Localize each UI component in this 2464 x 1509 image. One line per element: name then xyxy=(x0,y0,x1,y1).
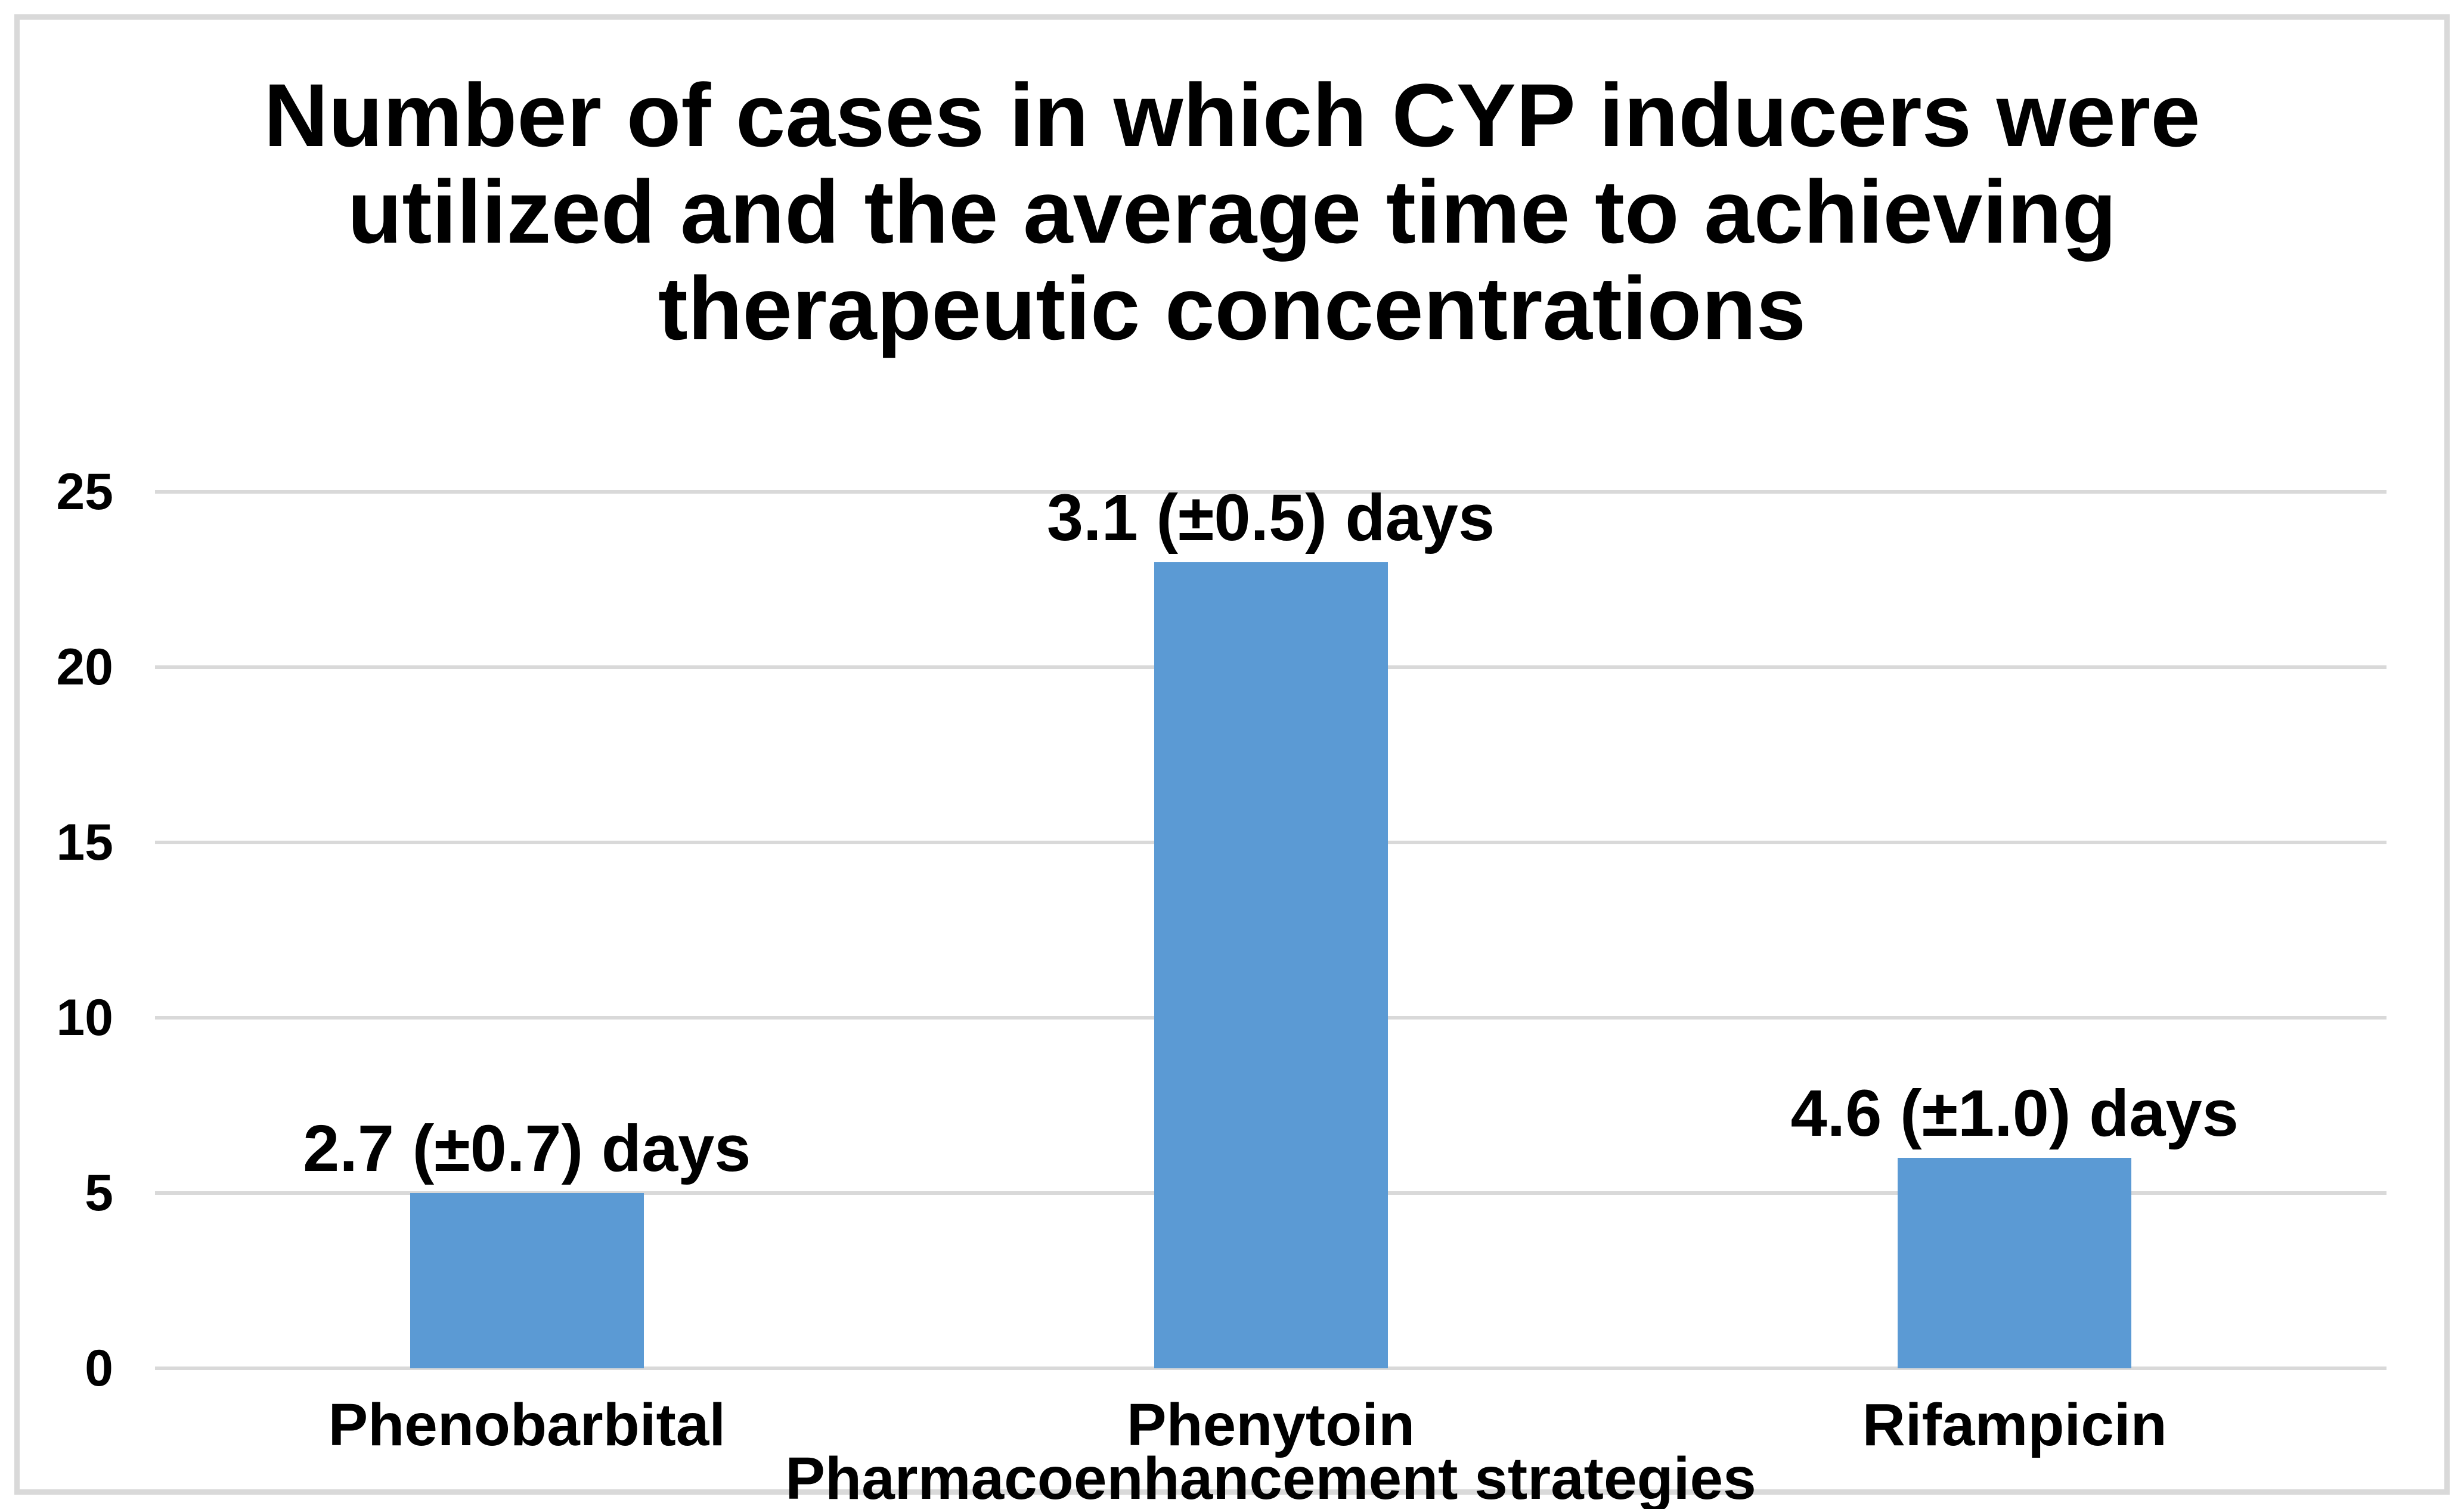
x-axis-title: Pharmacoenhancement strategies xyxy=(785,1445,1756,1509)
x-category-label-phenytoin: Phenytoin xyxy=(1126,1392,1415,1458)
x-axis-category-labels: Phenobarbital Phenytoin Rifampicin xyxy=(155,1394,2386,1460)
plot-area: 2.7 (±0.7) days 3.1 (±0.5) days 4.6 (±1.0)… xyxy=(155,484,2386,1370)
y-tick-label-25: 25 xyxy=(56,463,113,520)
bar-value-label-phenytoin: 3.1 (±0.5) days xyxy=(1046,481,1495,554)
y-tick-label-5: 5 xyxy=(85,1164,113,1222)
bar-value-label-phenobarbital: 2.7 (±0.7) days xyxy=(303,1112,751,1185)
y-axis-tick-labels: 0 5 10 15 20 25 xyxy=(0,466,113,1394)
x-category-label-phenobarbital: Phenobarbital xyxy=(328,1392,726,1458)
bar-rifampicin xyxy=(1898,1158,2132,1368)
gridline-25 xyxy=(155,490,2386,494)
y-tick-label-15: 15 xyxy=(56,814,113,871)
y-tick-label-20: 20 xyxy=(56,639,113,696)
bar-value-label-rifampicin: 4.6 (±1.0) days xyxy=(1790,1077,2239,1151)
y-tick-label-0: 0 xyxy=(85,1340,113,1397)
chart-title: Number of cases in which CYP inducers we… xyxy=(264,65,2200,358)
gridline-0 xyxy=(155,1367,2386,1370)
bar-phenobarbital xyxy=(410,1193,644,1368)
y-tick-label-10: 10 xyxy=(56,989,113,1046)
bar-phenytoin xyxy=(1154,562,1388,1368)
x-category-label-rifampicin: Rifampicin xyxy=(1862,1392,2167,1458)
